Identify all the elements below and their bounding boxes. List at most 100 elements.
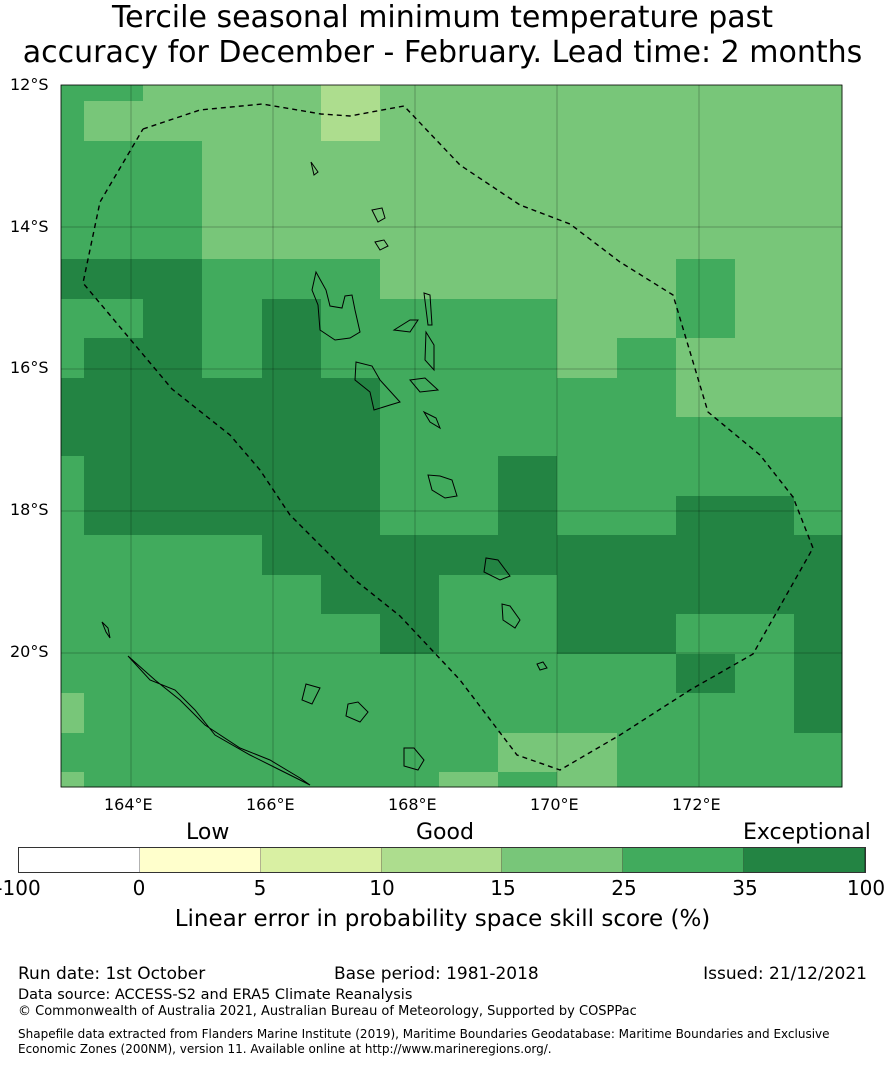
grid-cell <box>557 496 618 536</box>
grid-cell <box>617 772 677 788</box>
grid-cell <box>84 575 144 615</box>
grid-cell <box>61 259 85 300</box>
grid-cell <box>557 417 618 457</box>
grid-cell <box>262 535 322 576</box>
grid-cell <box>439 693 499 734</box>
grid-cell <box>557 535 618 576</box>
grid-cell <box>202 141 263 181</box>
grid-cell <box>676 654 736 694</box>
grid-cell <box>498 772 558 788</box>
grid-cell <box>321 417 381 457</box>
grid-cell <box>202 180 263 221</box>
colorbar-tick: 15 <box>490 876 516 900</box>
colorbar-segment <box>623 848 745 872</box>
grid-cell <box>61 101 85 142</box>
grid-cell <box>84 496 144 536</box>
grid-cell <box>617 535 677 576</box>
grid-cell <box>143 733 203 773</box>
grid-cell <box>380 378 440 418</box>
grid-cell <box>557 575 618 615</box>
grid-cell <box>498 141 558 181</box>
grid-cell <box>439 772 499 788</box>
grid-cell <box>557 220 618 260</box>
colorbar-segment <box>260 848 382 872</box>
lon-label: 170°E <box>530 795 579 814</box>
grid-cell <box>617 141 677 181</box>
grid-cell <box>380 220 440 260</box>
grid-cell <box>84 654 144 694</box>
grid-cell <box>439 535 499 576</box>
grid-cell <box>380 456 440 497</box>
grid-cell <box>202 101 263 142</box>
grid-cell <box>321 141 381 181</box>
grid-cell <box>557 101 618 142</box>
grid-cell <box>143 101 203 142</box>
grid-cell <box>676 85 736 102</box>
grid-cell <box>617 575 677 615</box>
grid-cell <box>735 378 795 418</box>
grid-cell <box>321 772 381 788</box>
grid-cell <box>439 378 499 418</box>
grid-cell <box>262 733 322 773</box>
grid-cell <box>498 85 558 102</box>
grid-cell <box>735 456 795 497</box>
grid-cell <box>557 693 618 734</box>
grid-cell <box>143 417 203 457</box>
grid-cell <box>794 338 843 379</box>
grid-cell <box>498 456 558 497</box>
grid-cell <box>557 299 618 339</box>
grid-cell <box>61 417 85 457</box>
grid-cell <box>735 772 795 788</box>
grid-cell <box>84 733 144 773</box>
grid-cell <box>676 259 736 300</box>
grid-cell <box>143 141 203 181</box>
grid-cell <box>321 259 381 300</box>
grid-cell <box>262 417 322 457</box>
grid-cell <box>676 575 736 615</box>
colorbar-tick: 25 <box>611 876 637 900</box>
shapefile-credit: Shapefile data extracted from Flanders M… <box>18 1027 830 1041</box>
grid-cell <box>143 654 203 694</box>
grid-cell <box>794 259 843 300</box>
grid-cell <box>676 299 736 339</box>
grid-cell <box>380 575 440 615</box>
grid-cell <box>321 654 381 694</box>
grid-cell <box>84 378 144 418</box>
grid-cell <box>380 141 440 181</box>
grid-cell <box>617 614 677 655</box>
grid-cell <box>202 456 263 497</box>
grid-cell <box>735 417 795 457</box>
grid-cell <box>676 693 736 734</box>
grid-cell <box>380 180 440 221</box>
grid-cell <box>735 141 795 181</box>
island-efate <box>427 474 458 499</box>
colorbar-tick: 10 <box>369 876 395 900</box>
grid-cell <box>143 575 203 615</box>
colorbar-tick: -100 <box>0 876 41 900</box>
grid-cell <box>143 535 203 576</box>
grid-cell <box>498 220 558 260</box>
grid-cell <box>61 772 85 788</box>
grid-cell <box>262 101 322 142</box>
grid-cell <box>61 180 85 221</box>
grid-cell <box>794 85 843 102</box>
grid-cell <box>498 693 558 734</box>
grid-cell <box>84 338 144 379</box>
island-aneityum <box>536 661 548 671</box>
grid-cell <box>321 180 381 221</box>
grid-cell <box>617 654 677 694</box>
island-pentecost <box>424 330 435 372</box>
island-malekula <box>354 361 401 411</box>
skill-map <box>60 84 843 788</box>
grid-cell <box>143 259 203 300</box>
colorbar-tick: 0 <box>132 876 146 900</box>
grid-cell <box>735 220 795 260</box>
grid-cell <box>202 693 263 734</box>
grid-cell <box>735 575 795 615</box>
title-line-1: Tercile seasonal minimum temperature pas… <box>111 0 774 35</box>
lon-label: 164°E <box>104 795 153 814</box>
grid-cell <box>735 180 795 221</box>
grid-cell <box>498 417 558 457</box>
grid-cell <box>321 378 381 418</box>
legend-exceptional: Exceptional <box>743 820 871 845</box>
